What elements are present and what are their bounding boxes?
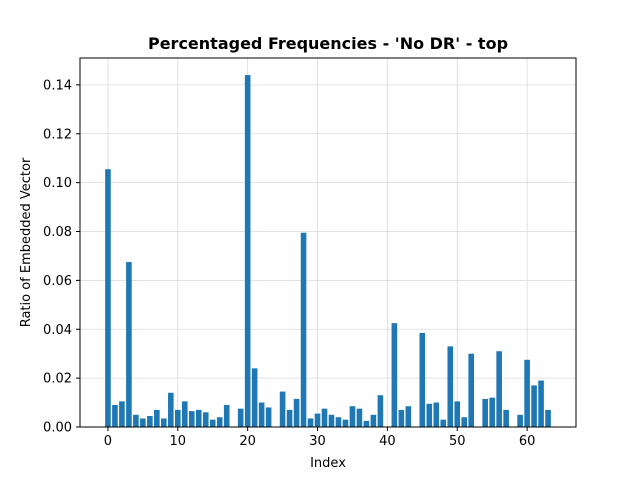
bar xyxy=(300,232,307,427)
bar xyxy=(168,392,174,427)
x-tick-label: 30 xyxy=(309,434,326,449)
bar xyxy=(454,401,461,427)
bar xyxy=(112,405,118,427)
bar xyxy=(161,418,167,427)
bar xyxy=(468,353,475,427)
bar xyxy=(363,420,370,427)
bar xyxy=(286,409,293,427)
bar xyxy=(251,368,258,427)
bar xyxy=(503,409,509,427)
plot-frame xyxy=(79,57,577,428)
x-tick-label: 60 xyxy=(519,434,536,449)
bar xyxy=(293,398,300,427)
bar xyxy=(377,395,384,427)
bar xyxy=(349,406,356,427)
bar xyxy=(321,408,328,427)
bar xyxy=(489,397,495,427)
bar xyxy=(461,417,468,427)
bar xyxy=(188,411,195,427)
bar xyxy=(119,401,125,427)
bar xyxy=(244,75,251,427)
y-axis-label: Ratio of Embedded Vector xyxy=(19,157,34,327)
bar xyxy=(524,359,530,427)
y-tick-label: 0.12 xyxy=(43,127,72,142)
grid-lines xyxy=(80,58,576,428)
y-tick-label: 0.14 xyxy=(43,78,72,93)
bar xyxy=(496,351,502,427)
bar xyxy=(538,380,544,427)
y-axis-ticks: 0.00 0.02 0.04 0.06 0.08 0.10 0.12 0.14 xyxy=(43,78,80,436)
bar xyxy=(126,262,132,427)
x-axis-ticks: 0 10 20 30 40 50 60 xyxy=(104,427,536,449)
bar xyxy=(398,409,405,427)
bar xyxy=(440,419,447,427)
bar xyxy=(419,332,426,427)
x-tick-label: 10 xyxy=(170,434,187,449)
chart-title: Percentaged Frequencies - 'No DR' - top xyxy=(148,34,508,53)
x-tick-label: 50 xyxy=(449,434,466,449)
bar xyxy=(133,414,139,427)
bar xyxy=(356,408,363,427)
bar xyxy=(202,412,209,427)
bar xyxy=(433,402,440,427)
bar xyxy=(237,408,244,427)
bar xyxy=(105,169,111,428)
bar xyxy=(195,409,202,427)
bar xyxy=(223,405,230,427)
bar xyxy=(342,419,349,427)
bar xyxy=(181,401,188,427)
bar xyxy=(328,414,335,427)
bar xyxy=(175,409,181,427)
bar xyxy=(147,416,153,427)
bar xyxy=(405,406,412,427)
y-tick-label: 0.06 xyxy=(43,274,72,289)
y-tick-label: 0.02 xyxy=(43,372,72,387)
bar-series xyxy=(105,75,551,428)
x-tick-label: 20 xyxy=(239,434,256,449)
bar xyxy=(216,417,223,427)
y-tick-label: 0.08 xyxy=(43,225,72,240)
y-tick-label: 0.00 xyxy=(43,421,72,436)
bar xyxy=(335,417,342,427)
bar xyxy=(265,407,272,427)
bar xyxy=(531,385,537,427)
bar xyxy=(391,323,398,427)
bar xyxy=(447,346,454,427)
bar xyxy=(140,418,146,427)
x-tick-label: 0 xyxy=(104,434,112,449)
bar xyxy=(154,409,160,427)
bar xyxy=(258,402,265,427)
bar xyxy=(482,398,488,427)
bar xyxy=(545,409,551,427)
bar xyxy=(279,391,286,427)
bar xyxy=(307,418,314,427)
y-tick-label: 0.04 xyxy=(43,323,72,338)
x-tick-label: 40 xyxy=(379,434,396,449)
bar xyxy=(426,403,433,427)
bar xyxy=(314,413,321,427)
x-axis-label: Index xyxy=(310,456,346,471)
bar xyxy=(209,419,216,427)
bar xyxy=(370,414,377,427)
y-tick-label: 0.10 xyxy=(43,176,72,191)
bar xyxy=(517,414,523,427)
